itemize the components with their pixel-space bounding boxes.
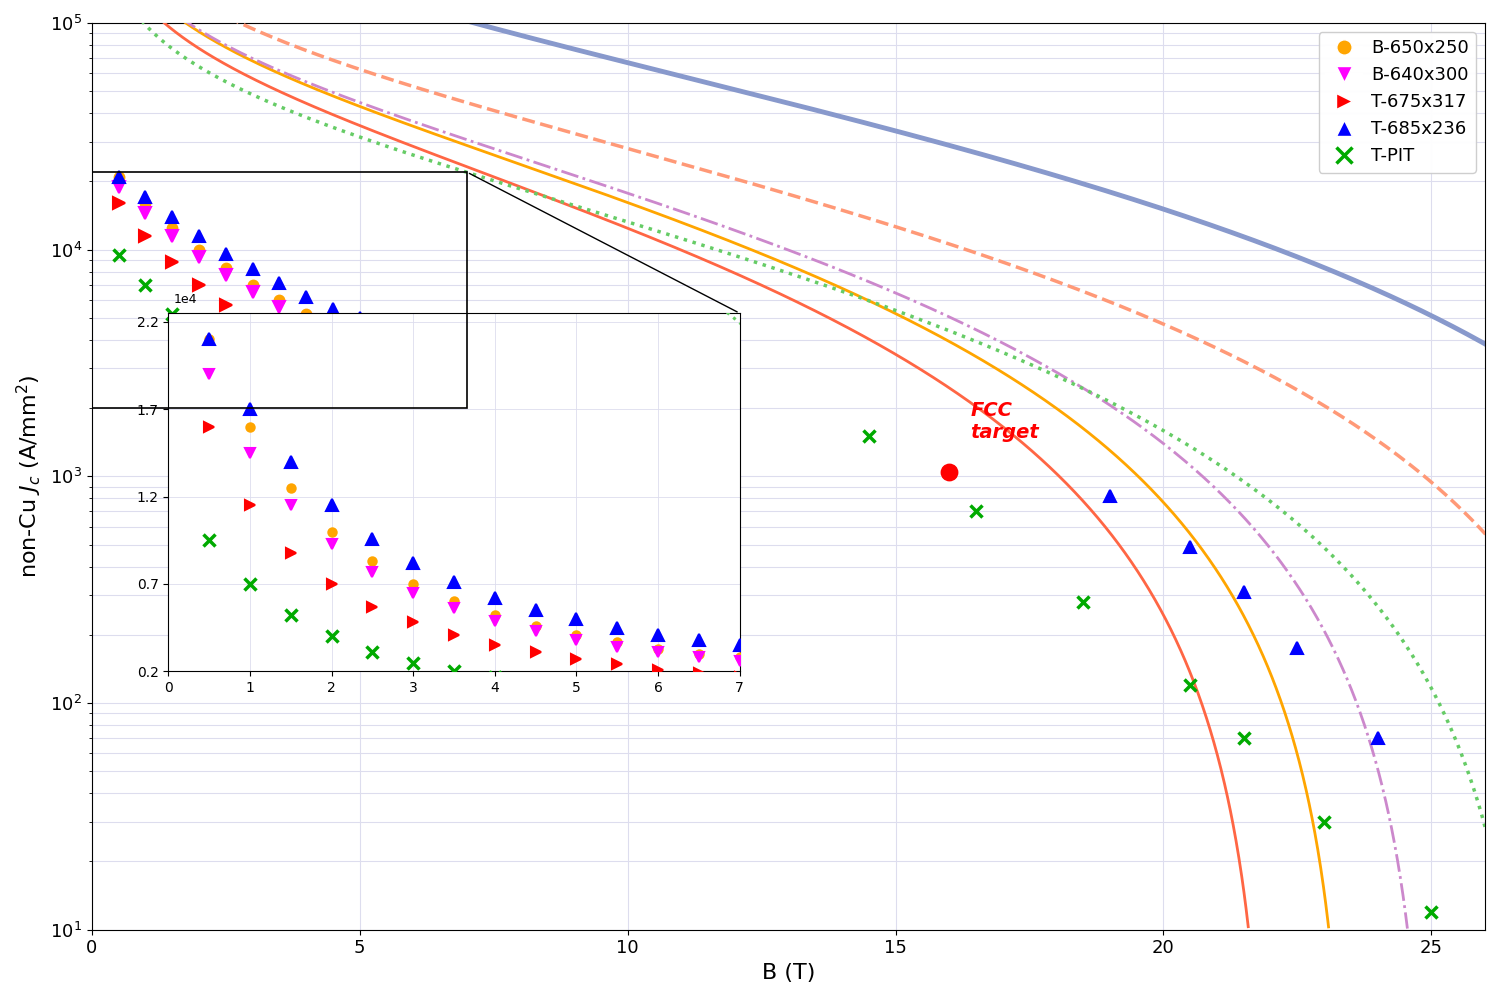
B-640x300: [324, 326, 342, 338]
B-640x300: [378, 350, 396, 362]
T-685x236: [378, 322, 396, 334]
T-PIT: [270, 402, 288, 414]
T-675x317: [430, 407, 448, 419]
Point: [938, 464, 962, 480]
T-685x236: [243, 263, 261, 275]
T-685x236: [430, 339, 448, 351]
B-640x300: [136, 208, 154, 220]
T-675x317: [164, 256, 182, 268]
B-650x250: [270, 294, 288, 306]
T-PIT: [297, 421, 315, 433]
T-PIT: [164, 308, 182, 320]
B-640x300: [243, 286, 261, 298]
Y-axis label: non-Cu $J_c$ (A/mm$^2$): non-Cu $J_c$ (A/mm$^2$): [15, 374, 44, 578]
B-650x250: [164, 222, 182, 234]
B-650x250: [324, 320, 342, 332]
T-685x236: [110, 171, 128, 183]
T-PIT: [217, 359, 236, 371]
T-675x317: [217, 299, 236, 311]
B-650x250: [136, 198, 154, 210]
T-685x236: [136, 192, 154, 204]
T-PIT: [110, 249, 128, 260]
Line: B-650x250: B-650x250: [114, 172, 472, 380]
T-PIT: [430, 517, 448, 529]
T-675x317: [378, 384, 396, 396]
Line: B-640x300: B-640x300: [112, 181, 472, 388]
T-685x236: [351, 312, 369, 324]
T-PIT: [458, 535, 476, 547]
T-PIT: [190, 334, 208, 346]
T-PIT: [324, 441, 342, 453]
Text: FCC
target: FCC target: [970, 401, 1040, 442]
T-675x317: [136, 230, 154, 242]
T-685x236: [190, 230, 208, 242]
B-640x300: [405, 359, 423, 371]
B-640x300: [164, 230, 182, 242]
T-PIT: [378, 481, 396, 493]
T-685x236: [297, 290, 315, 302]
B-650x250: [243, 278, 261, 290]
B-650x250: [378, 341, 396, 353]
T-PIT: [405, 499, 423, 511]
B-650x250: [430, 362, 448, 374]
T-675x317: [458, 418, 476, 430]
B-650x250: [405, 353, 423, 365]
B-650x250: [458, 369, 476, 381]
B-650x250: [190, 244, 208, 255]
B-640x300: [297, 314, 315, 326]
T-685x236: [217, 248, 236, 259]
T-675x317: [270, 331, 288, 343]
Line: T-PIT: T-PIT: [112, 249, 472, 547]
B-640x300: [110, 181, 128, 193]
B-640x300: [217, 269, 236, 281]
T-PIT: [351, 461, 369, 473]
B-650x250: [110, 171, 128, 183]
B-650x250: [351, 331, 369, 343]
T-PIT: [243, 380, 261, 392]
Bar: [92, 172, 466, 408]
Line: T-685x236: T-685x236: [112, 171, 472, 359]
T-685x236: [458, 347, 476, 359]
Legend: B-650x250, B-640x300, T-675x317, T-685x236, T-PIT: B-650x250, B-640x300, T-675x317, T-685x2…: [1318, 32, 1476, 173]
T-675x317: [405, 397, 423, 409]
T-685x236: [324, 302, 342, 314]
B-640x300: [430, 369, 448, 381]
B-650x250: [297, 308, 315, 320]
B-640x300: [458, 376, 476, 388]
T-685x236: [164, 211, 182, 223]
B-640x300: [270, 300, 288, 312]
T-675x317: [110, 198, 128, 210]
T-675x317: [351, 372, 369, 384]
T-675x317: [297, 347, 315, 359]
B-640x300: [351, 339, 369, 351]
T-685x236: [270, 277, 288, 289]
T-675x317: [324, 359, 342, 371]
T-685x236: [405, 331, 423, 343]
X-axis label: B (T): B (T): [762, 963, 814, 983]
B-650x250: [217, 262, 236, 274]
T-675x317: [190, 278, 208, 290]
T-PIT: [136, 278, 154, 290]
Line: T-675x317: T-675x317: [112, 198, 472, 430]
T-675x317: [243, 316, 261, 328]
B-640x300: [190, 250, 208, 262]
